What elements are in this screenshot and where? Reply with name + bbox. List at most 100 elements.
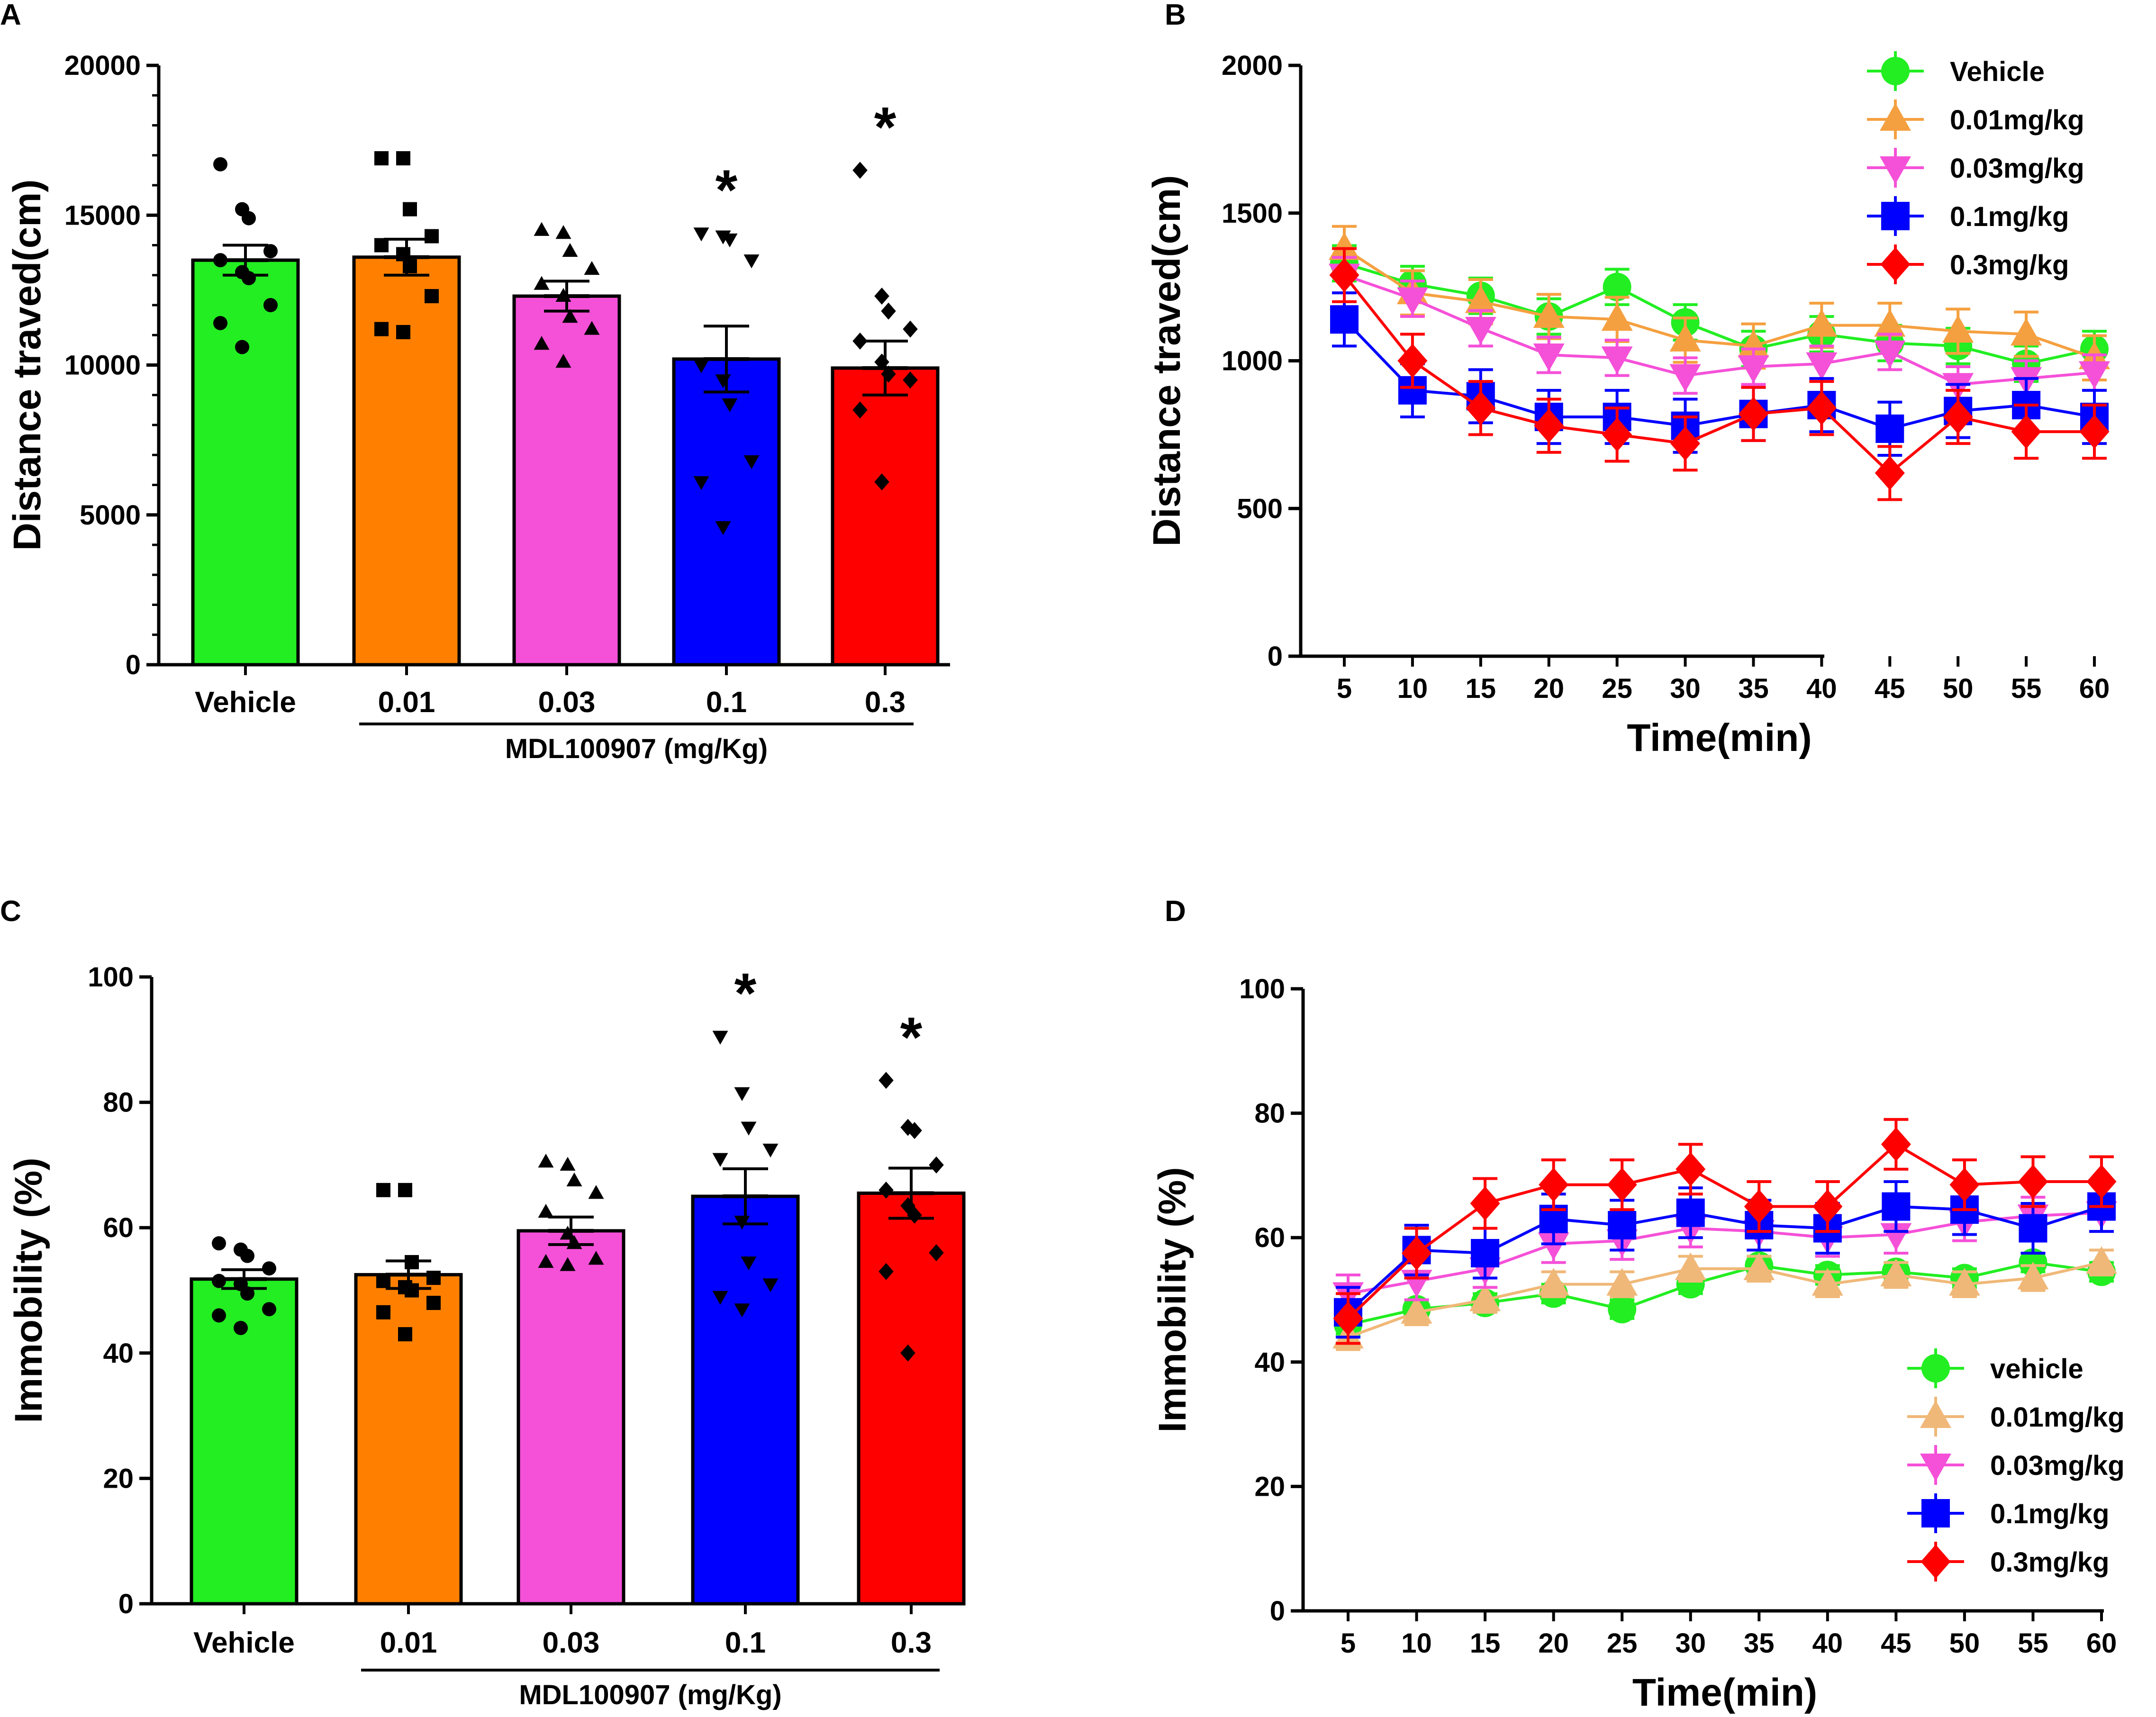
series-point	[1875, 414, 1904, 443]
data-point	[712, 1153, 728, 1167]
series-point	[1738, 397, 1768, 431]
data-point	[213, 253, 227, 268]
x-tick-label: 45	[1881, 1628, 1911, 1659]
series-point	[1669, 364, 1701, 392]
legend-marker	[1881, 202, 1910, 230]
data-point	[588, 1185, 604, 1199]
category-label: Vehicle	[193, 1627, 295, 1659]
series-point	[1396, 287, 1428, 316]
series-point	[1670, 426, 1701, 461]
data-point	[538, 1154, 554, 1168]
data-point	[405, 1283, 419, 1298]
series-point	[1812, 1268, 1843, 1296]
legend-label: 0.3mg/kg	[1950, 250, 2069, 280]
y-axis-title: Distance traved(cm)	[6, 180, 49, 551]
legend-marker	[1921, 1354, 1950, 1383]
bar	[672, 357, 781, 667]
data-point	[734, 1215, 750, 1230]
data-point	[376, 1305, 390, 1319]
series-point	[1538, 1232, 1569, 1260]
series-point	[1882, 1192, 1911, 1221]
legend-label: 0.03mg/kg	[1990, 1450, 2125, 1481]
x-tick-label: 10	[1397, 673, 1428, 704]
data-point	[213, 157, 227, 172]
legend-label: 0.1mg/kg	[1950, 201, 2069, 232]
y-axis-title: Distance traved(cm)	[1145, 175, 1188, 547]
series-point	[1875, 456, 1905, 490]
bar	[516, 1229, 625, 1606]
series-point	[1330, 305, 1359, 334]
data-point	[879, 1072, 894, 1089]
data-point	[555, 353, 571, 368]
data-point	[734, 1303, 750, 1318]
data-point	[562, 309, 578, 323]
panel-letter-b: B	[1165, 0, 1186, 31]
data-point	[538, 1203, 554, 1218]
y-axis-title: Immobility (%)	[1151, 1167, 1194, 1432]
data-point	[584, 321, 600, 335]
category-label: 0.3	[891, 1627, 932, 1659]
series-point	[1744, 1189, 1774, 1224]
data-point	[212, 1274, 226, 1288]
x-tick-label: 35	[1744, 1628, 1775, 1659]
data-point	[566, 1172, 582, 1186]
x-tick-label: 40	[1812, 1628, 1843, 1659]
series-point	[1675, 1252, 1706, 1280]
legend-label: 0.3mg/kg	[1990, 1547, 2109, 1578]
category-label: Vehicle	[195, 686, 296, 719]
data-point	[234, 1320, 248, 1335]
y-axis-title: Immobility (%)	[7, 1157, 50, 1423]
bar	[191, 258, 300, 667]
series-point	[1538, 1268, 1569, 1296]
x-tick-label: 15	[1470, 1628, 1501, 1659]
data-point	[881, 365, 896, 383]
panel-letter-c: C	[0, 895, 21, 928]
y-tick-label: 60	[1254, 1222, 1285, 1253]
legend-label: 0.03mg/kg	[1950, 153, 2084, 184]
data-point	[734, 1087, 750, 1102]
panel-letter-d: D	[1165, 895, 1186, 928]
data-point	[534, 276, 550, 290]
x-axis-title: Time(min)	[1627, 716, 1812, 759]
data-point	[376, 1274, 390, 1288]
series-point	[1534, 408, 1564, 443]
data-point	[560, 1257, 576, 1271]
data-point	[929, 1156, 944, 1174]
x-tick-label: 55	[2011, 673, 2042, 704]
data-point	[907, 1206, 922, 1224]
data-point	[242, 211, 256, 226]
series-point	[1397, 343, 1428, 378]
legend-marker	[1880, 156, 1911, 184]
data-point	[566, 1235, 582, 1249]
significance-marker: *	[900, 1005, 923, 1069]
legend-marker	[1921, 1499, 1950, 1527]
data-point	[903, 320, 918, 338]
data-point	[874, 473, 889, 491]
series-point	[1738, 329, 1769, 358]
legend-label: 0.01mg/kg	[1990, 1402, 2125, 1433]
data-point	[722, 398, 738, 412]
category-label: 0.01	[378, 686, 435, 719]
x-tick-label: 40	[1806, 673, 1837, 704]
data-point	[426, 1295, 441, 1310]
series-point	[2079, 361, 2110, 389]
data-point	[403, 259, 417, 273]
y-tick-label: 20	[1254, 1471, 1285, 1502]
legend-label: 0.1mg/kg	[1990, 1499, 2109, 1529]
significance-marker: *	[716, 158, 738, 222]
x-tick-label: 20	[1533, 673, 1564, 704]
group-label: MDL100907 (mg/Kg)	[505, 733, 768, 764]
series-point	[1669, 324, 1701, 352]
category-label: 0.03	[543, 1627, 600, 1659]
data-point	[741, 1256, 757, 1271]
legend-label: Vehicle	[1950, 56, 2045, 87]
legend-label: vehicle	[1990, 1354, 2084, 1384]
data-point	[403, 202, 417, 217]
significance-marker: *	[734, 962, 757, 1025]
data-point	[560, 1157, 576, 1171]
y-tick-label: 2000	[1222, 50, 1283, 81]
data-point	[562, 243, 578, 257]
series-point	[1539, 1167, 1569, 1202]
x-tick-label: 10	[1401, 1628, 1432, 1659]
category-label: 0.1	[725, 1627, 766, 1659]
